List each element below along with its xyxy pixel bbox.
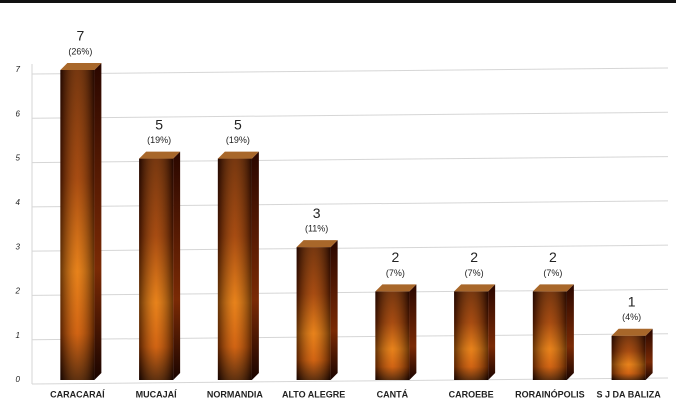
bar-top xyxy=(533,284,574,291)
grid-line xyxy=(32,378,668,384)
chart: 0 1 2 3 4 5 6 7 CARACARAÍ 7 (26%) MUCAJAÍ 5 (19%) NORM… xyxy=(0,0,676,407)
value-label: 1 xyxy=(628,293,636,309)
grid-line xyxy=(32,157,668,163)
percent-label: (19%) xyxy=(226,135,250,145)
bar xyxy=(60,63,101,380)
bar xyxy=(533,284,574,380)
bar xyxy=(375,284,416,380)
bar-top xyxy=(218,152,259,159)
bar-shade xyxy=(375,291,409,380)
bar-top xyxy=(139,152,180,159)
value-label: 3 xyxy=(313,205,321,221)
value-label: 5 xyxy=(234,116,242,132)
value-label: 2 xyxy=(549,249,557,265)
value-label: 5 xyxy=(155,116,163,132)
percent-label: (19%) xyxy=(147,135,171,145)
percent-label: (4%) xyxy=(622,312,641,322)
bar-side xyxy=(252,152,259,380)
bar-side xyxy=(94,63,101,380)
x-tick-label: RORAINÓPOLIS xyxy=(515,388,585,399)
grid-line xyxy=(32,201,668,207)
x-tick-label: CANTÁ xyxy=(377,389,409,399)
y-tick-label: 0 xyxy=(16,375,21,384)
x-tick-label: ALTO ALEGRE xyxy=(282,389,345,399)
value-label: 2 xyxy=(470,249,478,265)
percent-label: (26%) xyxy=(68,46,92,56)
top-border xyxy=(0,0,676,3)
x-tick-label: S J DA BALIZA xyxy=(597,389,662,399)
bar-side xyxy=(173,152,180,380)
bar-shade xyxy=(297,247,331,380)
y-tick-label: 5 xyxy=(16,154,21,163)
x-tick-label: CAROEBE xyxy=(449,389,494,399)
bar-side xyxy=(331,240,338,380)
bar-top xyxy=(375,284,416,291)
bar xyxy=(139,152,180,380)
bar xyxy=(612,329,653,380)
bar-shade xyxy=(218,159,252,380)
bar-shade xyxy=(139,159,173,380)
bar-side xyxy=(409,284,416,380)
y-tick-label: 2 xyxy=(15,287,21,296)
percent-label: (11%) xyxy=(305,224,328,234)
y-tick-label: 4 xyxy=(16,198,21,207)
bar xyxy=(218,152,259,380)
bar-shade xyxy=(60,70,94,380)
value-label: 7 xyxy=(76,28,84,44)
bar-shade xyxy=(612,336,646,380)
bar-top xyxy=(454,284,495,291)
y-tick-label: 3 xyxy=(16,242,21,251)
percent-label: (7%) xyxy=(543,268,562,278)
bar-top xyxy=(297,240,338,247)
x-tick-label: CARACARAÍ xyxy=(50,389,105,399)
bar-shade xyxy=(533,291,567,380)
bar-top xyxy=(60,63,101,70)
grid-line xyxy=(32,245,668,251)
x-tick-label: NORMANDIA xyxy=(207,389,263,399)
bar-side xyxy=(646,329,653,380)
grid-line xyxy=(32,68,668,74)
value-label: 2 xyxy=(391,249,399,265)
bar-shade xyxy=(454,291,488,380)
grid-line xyxy=(32,112,668,118)
percent-label: (7%) xyxy=(386,268,405,278)
bar-top xyxy=(612,329,653,336)
bar xyxy=(454,284,495,380)
bar xyxy=(297,240,338,380)
bar-side xyxy=(488,284,495,380)
y-tick-label: 7 xyxy=(16,65,21,74)
bar-side xyxy=(567,284,574,380)
x-tick-label: MUCAJAÍ xyxy=(136,389,178,399)
y-tick-label: 6 xyxy=(16,109,21,118)
y-tick-label: 1 xyxy=(16,331,20,340)
percent-label: (7%) xyxy=(465,268,484,278)
